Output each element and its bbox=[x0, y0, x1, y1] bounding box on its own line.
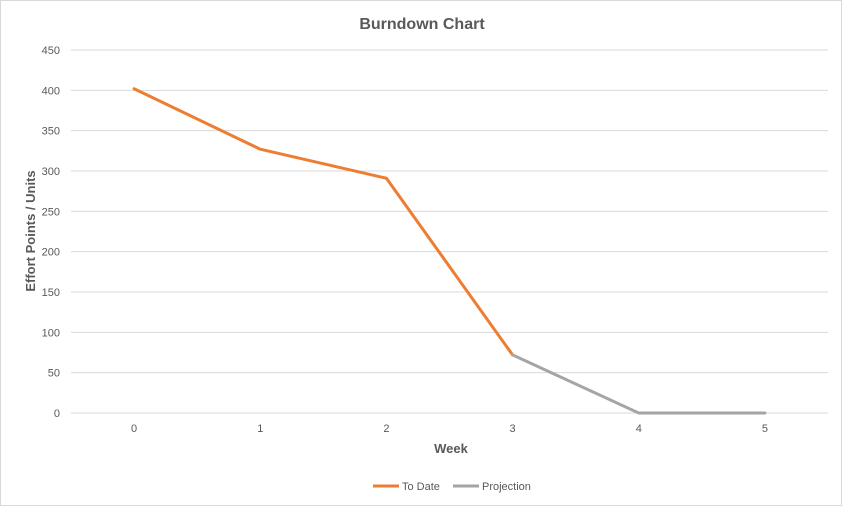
y-tick-label: 0 bbox=[54, 408, 60, 420]
y-tick-label: 300 bbox=[42, 166, 60, 178]
y-tick-label: 50 bbox=[48, 368, 60, 380]
series-line-to-date bbox=[132, 87, 515, 357]
y-tick-label: 100 bbox=[42, 327, 60, 339]
chart-title: Burndown Chart bbox=[359, 16, 485, 33]
x-tick-label: 1 bbox=[257, 423, 263, 435]
series-line-projection bbox=[511, 353, 767, 415]
x-tick-labels: 0 1 2 3 4 5 bbox=[131, 423, 768, 435]
y-tick-label: 450 bbox=[42, 45, 60, 57]
y-axis-title: Effort Points / Units bbox=[23, 170, 38, 291]
y-tick-label: 250 bbox=[42, 206, 60, 218]
y-tick-label: 400 bbox=[42, 85, 60, 97]
legend: To Date Projection bbox=[373, 481, 531, 493]
y-tick-label: 150 bbox=[42, 287, 60, 299]
y-tick-label: 350 bbox=[42, 126, 60, 138]
legend-label: Projection bbox=[482, 481, 531, 493]
x-tick-label: 0 bbox=[131, 423, 137, 435]
gridlines bbox=[71, 49, 828, 414]
y-tick-labels: 0 50 100 150 200 250 300 350 400 450 bbox=[42, 45, 60, 420]
x-tick-label: 3 bbox=[510, 423, 516, 435]
x-tick-label: 5 bbox=[762, 423, 768, 435]
x-tick-label: 4 bbox=[636, 423, 642, 435]
y-tick-label: 200 bbox=[42, 247, 60, 259]
legend-label: To Date bbox=[402, 481, 440, 493]
x-axis-title: Week bbox=[434, 441, 468, 456]
x-tick-label: 2 bbox=[383, 423, 389, 435]
series-lines bbox=[132, 87, 767, 415]
